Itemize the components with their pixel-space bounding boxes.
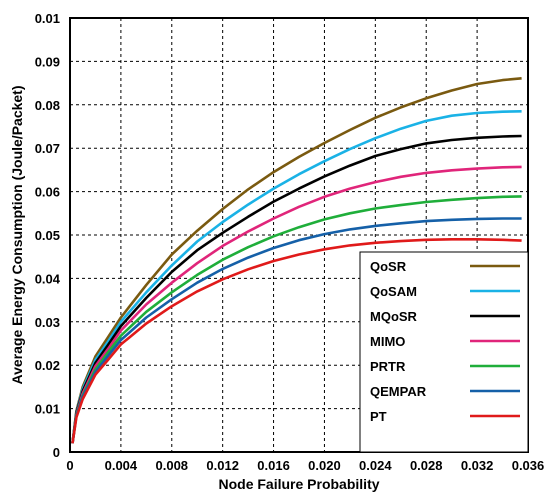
legend-entry-label: MIMO (370, 334, 405, 349)
x-tick-label: 0.024 (359, 458, 392, 473)
y-tick-label: 0.06 (35, 185, 60, 200)
y-tick-label: 0.04 (35, 271, 61, 286)
y-tick-label: 0.05 (35, 228, 60, 243)
y-tick-label: 0.09 (35, 54, 60, 69)
x-tick-label: 0.008 (156, 458, 189, 473)
series-line-pt (71, 238, 522, 444)
x-tick-label: 0.028 (410, 458, 443, 473)
legend-box (359, 251, 529, 453)
x-tick-label: 0.032 (461, 458, 494, 473)
legend-entry-label: PRTR (370, 359, 406, 374)
series-line-qosam (71, 110, 522, 444)
legend-entry-label: MQoSR (370, 309, 418, 324)
x-tick-label: 0 (66, 458, 73, 473)
x-tick-label: 0.020 (308, 458, 341, 473)
y-tick-label: 0.01 (35, 402, 60, 417)
y-tick-labels: 0 0.01 0.02 0.03 0.04 0.05 0.06 0.07 0.08 0.09 0.0… (35, 11, 61, 460)
x-axis-label: Node Failure Probability (218, 476, 379, 492)
legend-entry-label: PT (370, 409, 387, 424)
x-tick-label: 0.036 (512, 458, 545, 473)
y-tick-label: 0.01 (35, 11, 60, 26)
x-tick-labels: 0 0.004 0.008 0.012 0.016 0.020 0.024 0.028 0.03… (66, 458, 544, 473)
y-tick-label: 0.03 (35, 315, 60, 330)
legend-entry-label: QoSAM (370, 284, 417, 299)
x-tick-label: 0.004 (105, 458, 138, 473)
series-line-mqosr (71, 134, 522, 444)
plot-frame (69, 17, 529, 453)
y-tick-label: 0 (53, 445, 60, 460)
y-axis-label: Average Energy Consumption (Joule/Packet… (9, 86, 25, 385)
y-tick-label: 0.02 (35, 358, 60, 373)
series-line-mimo (71, 165, 522, 444)
y-tick-label: 0.08 (35, 98, 60, 113)
legend: QoSR QoSAM MQoSR MIMO PRTR QEMPAR PT (359, 251, 529, 453)
series-line-qempar (71, 217, 522, 444)
legend-entry-label: QoSR (370, 259, 407, 274)
series-line-qosr (71, 77, 522, 444)
series-line-prtr (71, 195, 522, 444)
legend-entry-label: QEMPAR (370, 384, 427, 399)
y-tick-label: 0.07 (35, 141, 60, 156)
x-tick-label: 0.012 (206, 458, 239, 473)
x-tick-label: 0.016 (257, 458, 290, 473)
series-lines (71, 77, 522, 444)
